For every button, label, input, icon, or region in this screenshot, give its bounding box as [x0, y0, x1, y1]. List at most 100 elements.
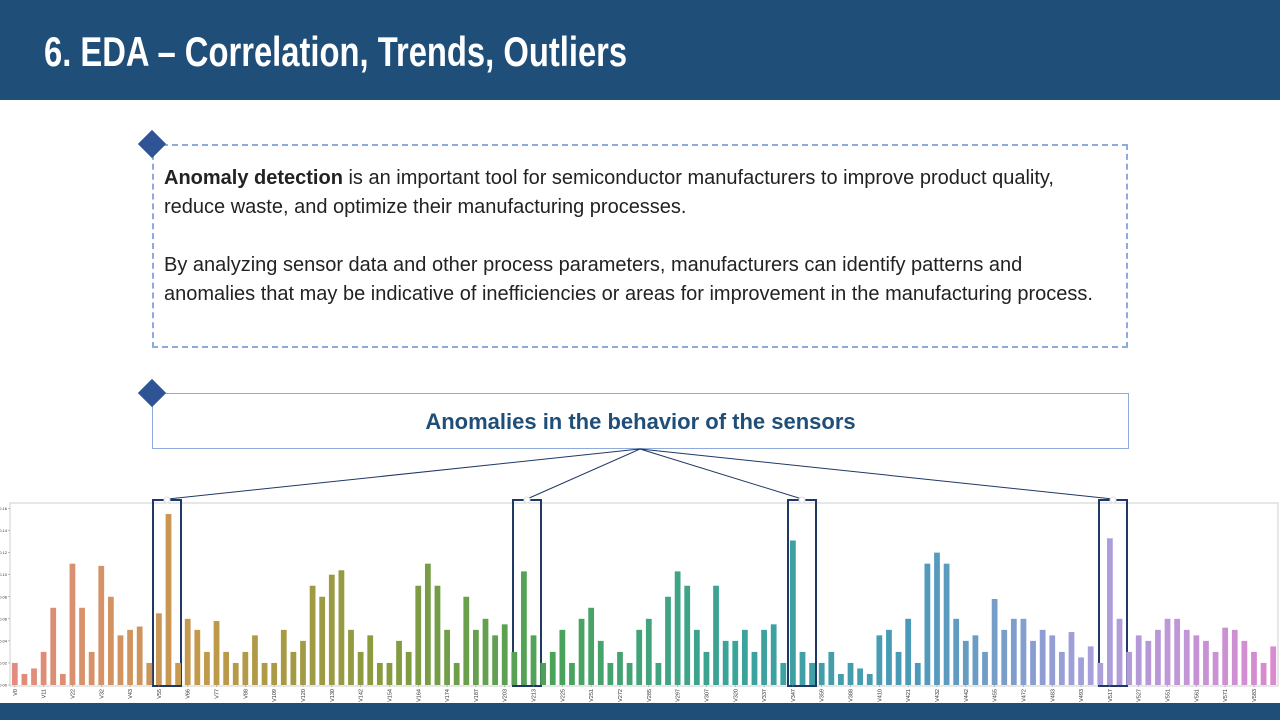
bar	[1078, 657, 1084, 685]
bar	[741, 629, 748, 685]
dots	[163, 496, 1117, 504]
x-tick-label: V213	[532, 689, 538, 702]
x-tick-label: V11	[42, 689, 48, 698]
header: 6. EDA – Correlation, Trends, Outliers	[0, 0, 1280, 100]
bar	[962, 640, 969, 685]
bar	[838, 673, 844, 685]
plot-frame	[9, 502, 1279, 687]
bar	[569, 662, 575, 685]
bar	[521, 571, 527, 685]
bar	[88, 651, 95, 685]
x-tick-label: V203	[503, 689, 509, 702]
x-tick-label: V0	[13, 689, 19, 696]
bar	[242, 651, 249, 685]
bar	[98, 565, 105, 685]
bar	[280, 629, 287, 685]
bar	[357, 651, 364, 685]
bar	[578, 618, 585, 685]
bar	[934, 552, 940, 685]
highlight-box	[1098, 499, 1128, 687]
x-tick-label: V337	[762, 689, 768, 702]
x-tick-label: V22	[70, 689, 76, 699]
bar	[818, 662, 825, 685]
bar	[232, 662, 239, 685]
bar	[1030, 640, 1036, 685]
paragraph: Anomaly detection is an important tool f…	[164, 164, 1114, 222]
bar	[655, 662, 662, 685]
bar	[847, 662, 854, 685]
bar	[50, 607, 57, 685]
x-tick-label: V66	[186, 689, 192, 699]
y-tick-label: 0.08	[0, 594, 8, 599]
bar	[597, 640, 604, 685]
bar	[924, 563, 931, 685]
x-tick-label: V472	[1021, 689, 1027, 702]
bar	[492, 635, 498, 685]
bar	[69, 563, 76, 685]
y-tick-label: 0.02	[0, 660, 8, 665]
x-tick-label: V493	[1079, 689, 1085, 702]
bar	[136, 626, 143, 685]
bar	[617, 651, 623, 685]
text: is an important tool for semiconductor m…	[164, 167, 1054, 218]
dot	[1109, 496, 1117, 504]
bar	[367, 635, 374, 685]
bar	[914, 662, 921, 685]
bar	[1164, 618, 1171, 685]
bar	[204, 651, 210, 685]
bar	[828, 651, 835, 685]
connector	[526, 448, 641, 500]
y-tick-label: 0.12	[0, 550, 8, 555]
bar	[982, 651, 988, 685]
bar	[1097, 662, 1104, 685]
bold-term: Anomaly detection	[164, 167, 343, 189]
bar	[309, 585, 316, 685]
bar	[1270, 646, 1277, 685]
x-tick-label: V517	[1108, 689, 1114, 702]
x-tick-label: V251	[589, 689, 595, 702]
bar	[780, 662, 787, 685]
x-tick-label: V320	[733, 689, 739, 702]
bar	[386, 662, 393, 685]
bar	[1039, 629, 1046, 685]
dot	[163, 496, 171, 504]
bar	[11, 662, 18, 685]
x-tick-label: V527	[1137, 689, 1143, 702]
x-tick-label: V551	[1166, 689, 1172, 702]
bar	[194, 629, 201, 685]
bar	[943, 563, 950, 685]
bar	[895, 651, 902, 685]
bar	[290, 651, 297, 685]
bar	[405, 651, 412, 685]
bar	[626, 662, 633, 685]
bar	[107, 596, 114, 685]
y-tick-label: 0.04	[0, 638, 8, 643]
x-tick-label: V421	[906, 689, 912, 702]
bar	[424, 563, 431, 685]
bar	[1260, 662, 1267, 685]
bar	[713, 585, 719, 685]
bar	[21, 673, 28, 685]
bar	[645, 618, 652, 685]
bar	[559, 629, 566, 685]
x-tick-label: V583	[1252, 689, 1258, 702]
bar	[665, 596, 671, 685]
bar	[1222, 627, 1229, 685]
bar	[300, 640, 306, 685]
chart-title: Anomalies in the behavior of the sensors	[152, 393, 1129, 449]
bar	[790, 540, 796, 685]
x-tick-label: V88	[243, 689, 249, 699]
bar	[40, 651, 47, 685]
x-tick-label: V272	[618, 689, 624, 702]
bar	[376, 662, 383, 685]
bar	[1126, 651, 1132, 685]
bar	[1203, 640, 1209, 685]
connector	[639, 448, 803, 500]
footer-bar	[0, 703, 1280, 720]
dot	[523, 496, 531, 504]
bar	[761, 629, 767, 685]
y-tick-label: 0.00	[0, 683, 8, 688]
y-tick-label: 0.10	[0, 572, 8, 577]
bar	[1049, 635, 1056, 685]
x-tick-label: V109	[272, 689, 278, 702]
